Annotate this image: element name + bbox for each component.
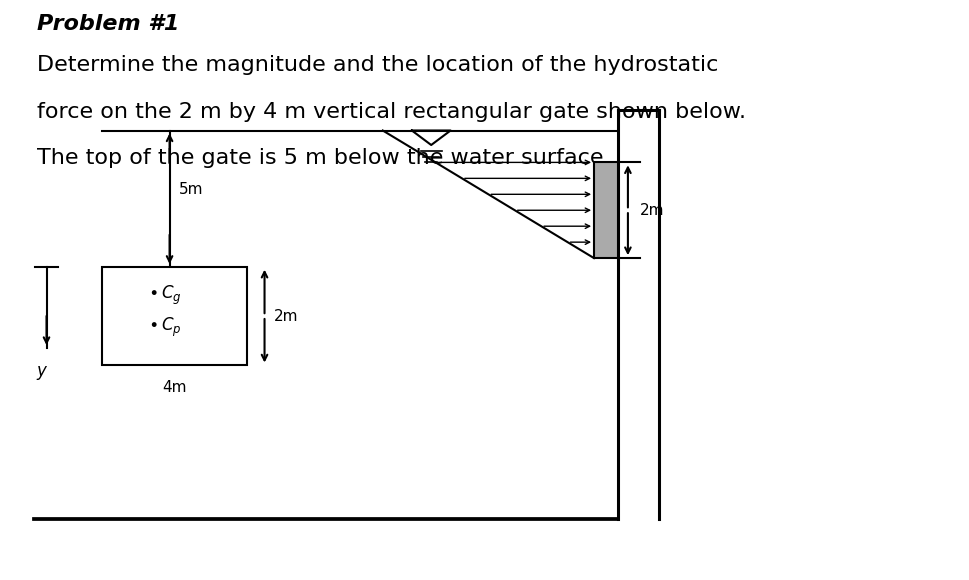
Bar <box>102 267 247 365</box>
Text: The top of the gate is 5 m below the water surface.: The top of the gate is 5 m below the wat… <box>37 148 610 168</box>
Text: 2m: 2m <box>274 309 298 324</box>
Text: $\bullet\,C_p$: $\bullet\,C_p$ <box>148 316 182 339</box>
Text: 2m: 2m <box>640 203 664 218</box>
Text: force on the 2 m by 4 m vertical rectangular gate shown below.: force on the 2 m by 4 m vertical rectang… <box>37 102 746 121</box>
Bar <box>594 162 618 258</box>
Text: 5m: 5m <box>179 183 203 197</box>
Text: Determine the magnitude and the location of the hydrostatic: Determine the magnitude and the location… <box>37 55 718 75</box>
Text: $\bullet\,C_g$: $\bullet\,C_g$ <box>148 284 182 307</box>
Text: Problem #1: Problem #1 <box>37 14 179 34</box>
Text: 4m: 4m <box>162 380 187 395</box>
Text: y: y <box>37 362 47 380</box>
